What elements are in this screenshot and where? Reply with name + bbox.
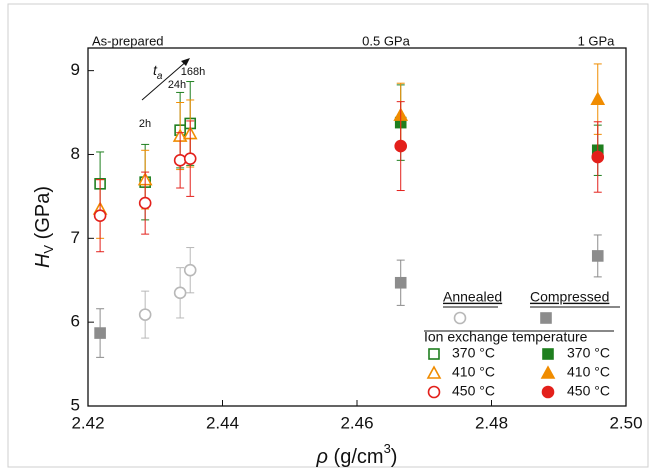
x-tick-label: 2.42 [71,413,104,432]
point [590,91,606,105]
x-label-sup: 3 [384,441,391,456]
annotation: 0.5 GPa [362,33,410,48]
arrow-label: ta [153,62,163,82]
marker [542,348,554,360]
annotation: As-prepared [92,33,164,48]
x-tick-label: 2.48 [475,413,508,432]
point [138,308,152,321]
arrow-head [181,58,190,66]
arrow-label-text: t [153,62,158,78]
legend-label: Compressed [530,289,609,305]
point [93,209,107,222]
legend-title: Ion exchange temperature [424,329,588,345]
point [173,286,187,300]
y-label-text: (GPa) [32,186,54,245]
x-tick-label: 2.46 [340,413,373,432]
annotation: 168h [181,66,205,78]
legend-label: 370 °C [452,345,495,361]
marker [427,385,441,399]
point [394,276,407,289]
y-tick-label: 6 [71,312,80,331]
point [394,139,408,153]
annotation: 1 GPa [578,33,616,48]
point [138,196,152,210]
x-label-symbol: ρ [316,446,328,468]
legend-label: Annealed [443,289,502,305]
point [94,327,106,339]
annotation: 24h [168,79,186,91]
x-label-end: ) [391,446,398,468]
legend-label: 450 °C [452,383,495,399]
y-axis-label: HV (GPa) [32,186,56,268]
arrow [141,59,189,101]
x-label-text: (g/cm [328,446,384,468]
x-tick-label: 2.44 [206,413,239,432]
point [591,250,604,262]
marker [453,311,467,325]
arrow-label-sub: a [157,71,163,82]
frame [7,3,649,468]
y-tick-label: 9 [71,60,80,79]
marker [540,365,556,379]
marker [428,348,440,360]
point [183,152,197,165]
y-label-symbol: H [32,253,54,268]
legend-label: 410 °C [452,364,495,380]
legend-label: 370 °C [567,345,610,361]
y-tick-label: 5 [71,395,80,414]
legend-label: 450 °C [567,383,610,399]
point [183,263,197,277]
x-axis-label: ρ (g/cm3) [316,441,398,468]
y-label-sub: V [41,245,56,254]
legend-label: 410 °C [567,364,610,380]
annotation: 2h [139,118,151,130]
marker [426,365,442,379]
y-tick-label: 7 [71,228,80,247]
marker [541,385,555,399]
point [173,154,187,167]
y-tick-label: 8 [71,144,80,163]
marker [540,312,552,324]
x-tick-label: 2.50 [609,413,642,432]
point [591,150,605,164]
